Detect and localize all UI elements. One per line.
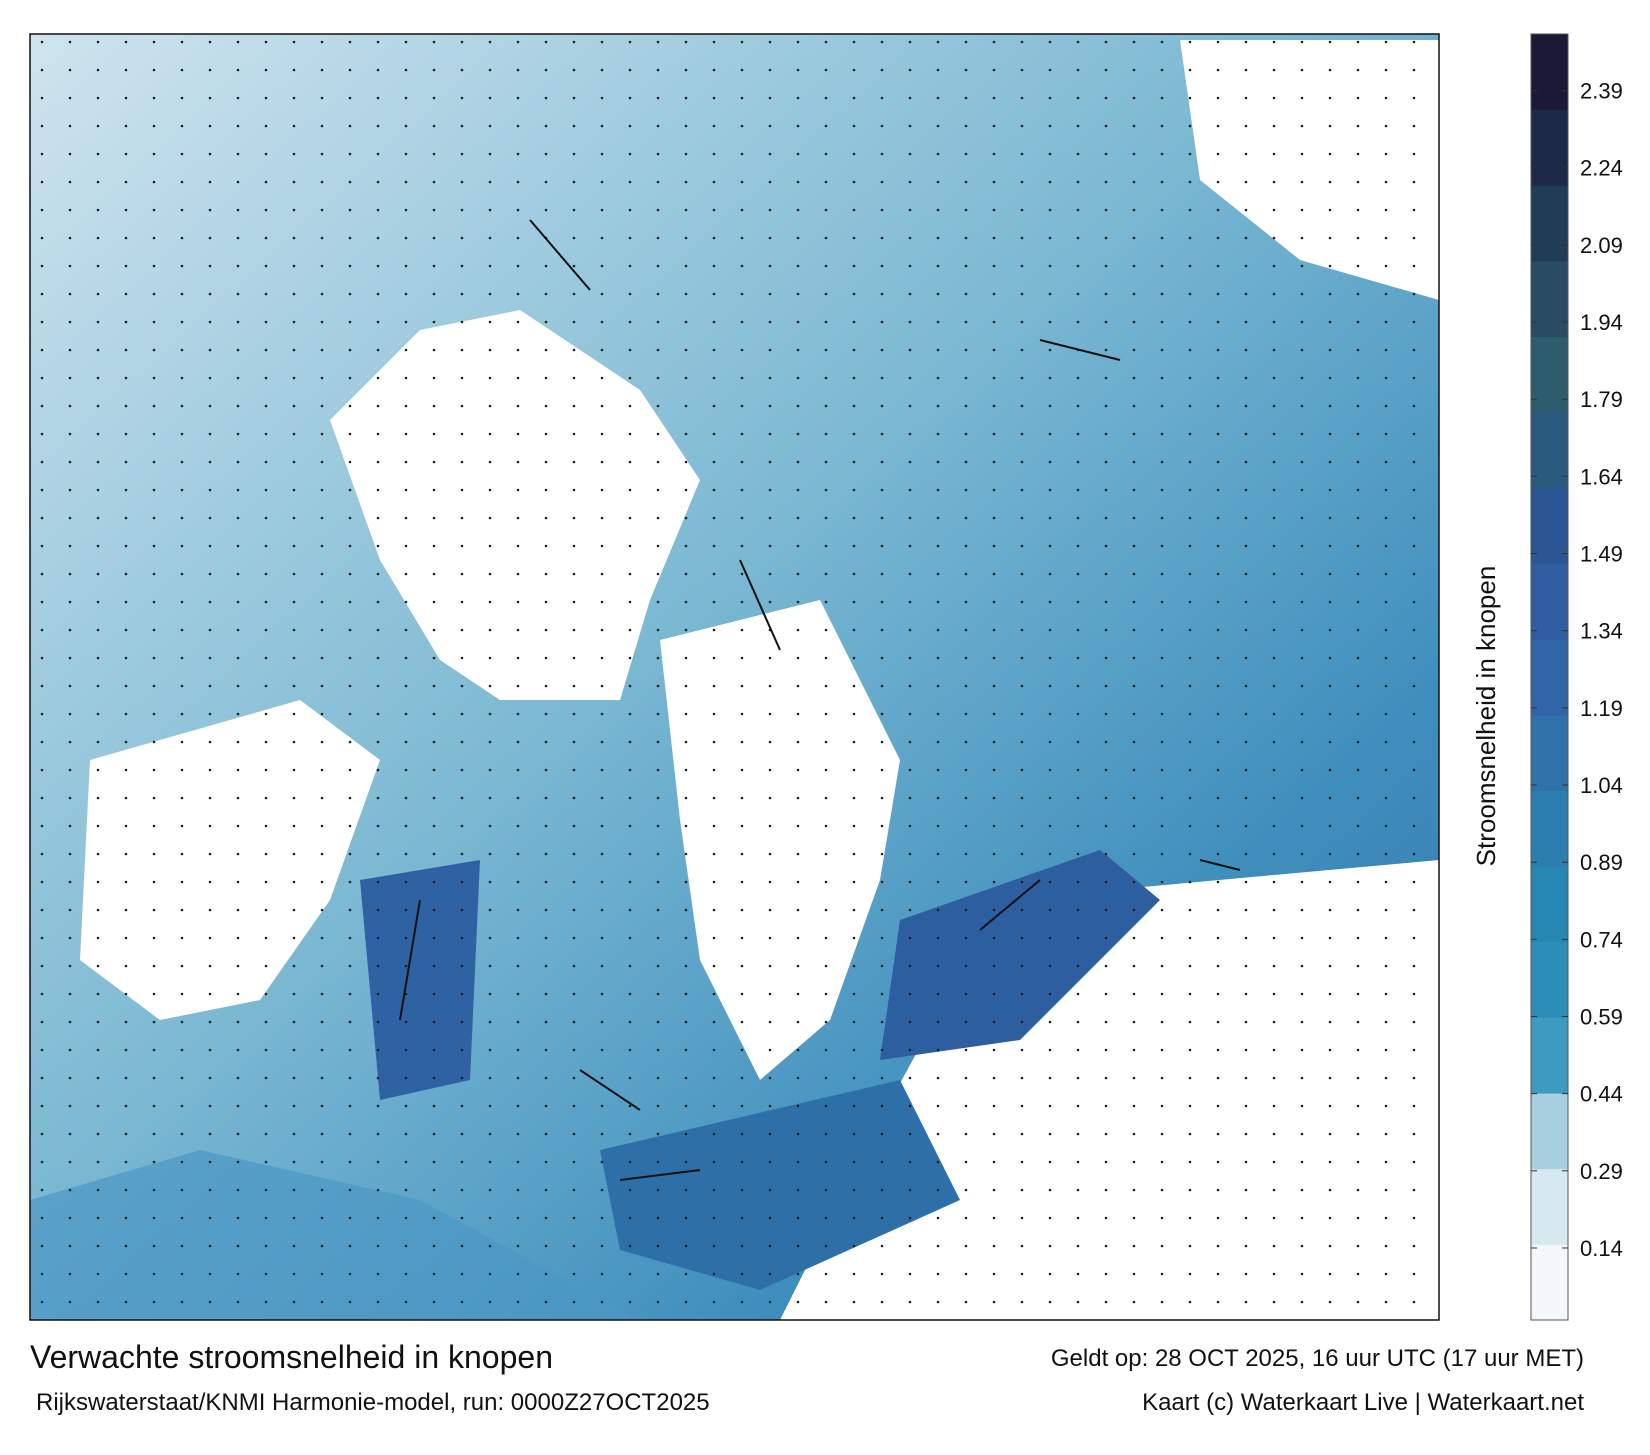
colorbar-tick-label: 2.24 [1580, 156, 1623, 181]
colorbar-tick-label: 0.44 [1580, 1082, 1623, 1107]
grid-dots [30, 34, 1439, 1320]
map-title: Verwachte stroomsnelheid in knopen [30, 1339, 553, 1375]
colorbar-band [1531, 1168, 1568, 1245]
colorbar-band [1531, 412, 1568, 489]
colorbar-tick-label: 1.49 [1580, 542, 1623, 567]
colorbar-band [1531, 185, 1568, 262]
colorbar-band [1531, 639, 1568, 716]
colorbar-band [1531, 109, 1568, 186]
colorbar-tick-label: 1.79 [1580, 387, 1623, 412]
colorbar-band [1531, 714, 1568, 791]
colorbar-tick-label: 0.59 [1580, 1005, 1623, 1030]
colorbar-tick-label: 1.19 [1580, 696, 1623, 721]
colorbar-band [1531, 866, 1568, 943]
colorbar-band [1531, 260, 1568, 338]
colorbar-tick-label: 1.94 [1580, 310, 1623, 335]
colorbar-band [1531, 790, 1568, 867]
colorbar-band [1531, 1017, 1568, 1094]
colorbar-tick-label: 1.34 [1580, 619, 1623, 644]
colorbar-band [1531, 336, 1568, 413]
colorbar-band [1531, 1244, 1568, 1321]
colorbar-band [1531, 1093, 1568, 1170]
colorbar-tick-label: 0.89 [1580, 850, 1623, 875]
current-arrows [399, 219, 1241, 1181]
colorbar: 0.14 0.29 0.44 0.59 0.74 0.89 1.04 1.19 1.34 1.49… [1530, 33, 1623, 1321]
colorbar-band [1531, 487, 1568, 565]
colorbar-frame [1530, 33, 1569, 1321]
credit: Kaart (c) Waterkaart Live | Waterkaart.n… [1142, 1389, 1584, 1416]
colorbar-tick-label: 1.04 [1580, 773, 1623, 798]
colorbar-tick-label: 2.39 [1580, 79, 1623, 104]
map-frame [29, 33, 1440, 1321]
valid-time: Geldt op: 28 OCT 2025, 16 uur UTC (17 uu… [1051, 1345, 1584, 1372]
colorbar-band [1531, 34, 1568, 111]
colorbar-band [1531, 563, 1568, 640]
colorbar-tick-label: 1.64 [1580, 464, 1623, 489]
colorbar-label: Stroomsnelheid in knopen [1471, 566, 1501, 867]
colorbar-tick-label: 0.29 [1580, 1159, 1623, 1184]
colorbar-tick-label: 0.74 [1580, 927, 1623, 952]
colorbar-tick-label: 2.09 [1580, 233, 1623, 258]
map-area [30, 34, 1439, 1320]
map-subtitle: Rijkswaterstaat/KNMI Harmonie-model, run… [36, 1389, 710, 1416]
colorbar-tick-label: 0.14 [1580, 1236, 1623, 1261]
colorbar-band [1531, 941, 1568, 1018]
